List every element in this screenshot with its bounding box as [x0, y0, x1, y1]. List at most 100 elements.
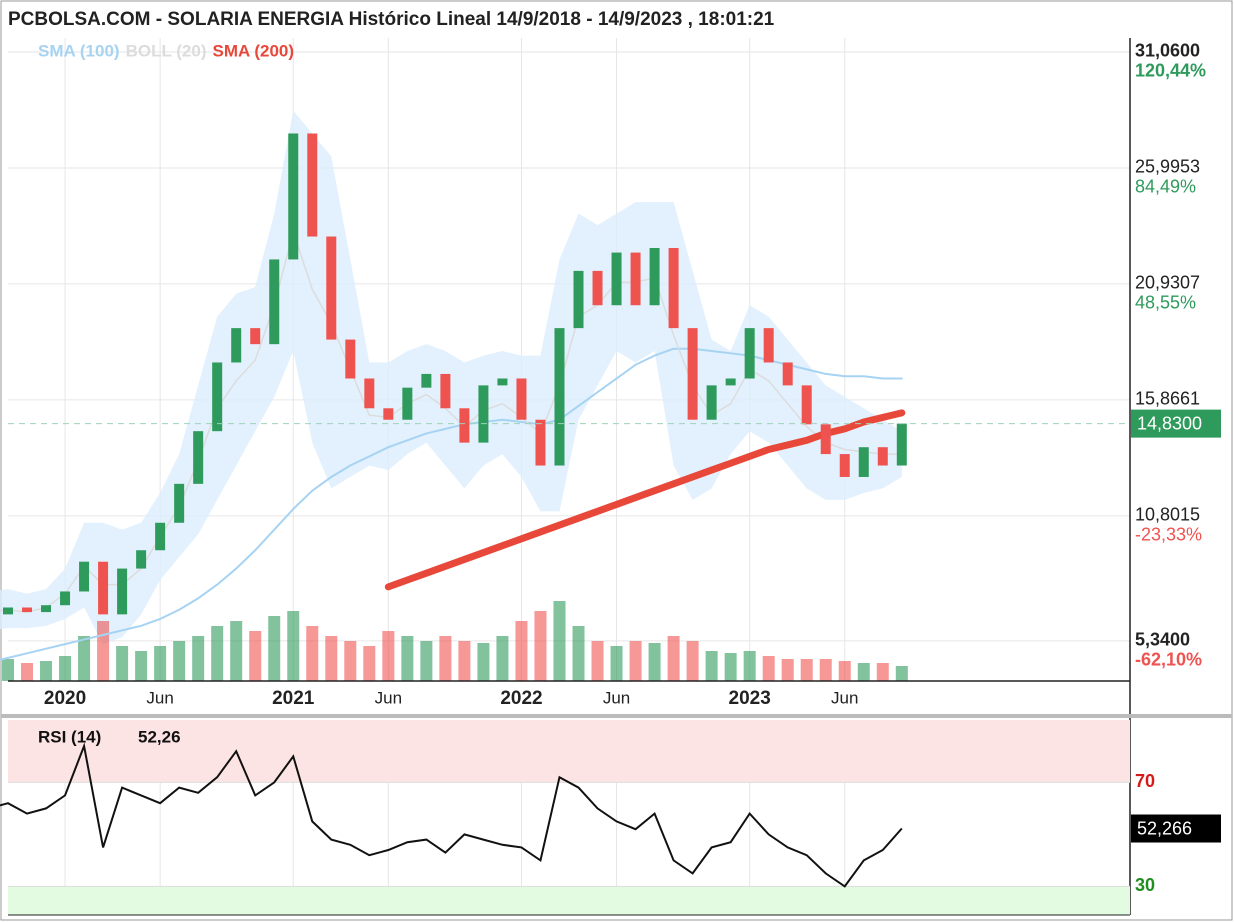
rsi-tag	[1131, 814, 1221, 843]
price-tag	[1131, 409, 1221, 438]
candle	[345, 339, 356, 379]
volume-bar	[21, 663, 34, 681]
volume-bar	[2, 659, 14, 681]
x-tick-label: 2023	[729, 688, 771, 709]
volume-bar	[344, 641, 357, 681]
rsi-tag-label: 52,266	[1137, 818, 1192, 838]
rsi-value: 52,26	[138, 727, 181, 746]
volume-bar	[895, 666, 908, 681]
y-tick-label: 31,0600	[1135, 41, 1200, 61]
y-tick-label: 25,9953	[1135, 157, 1200, 177]
candle	[79, 561, 90, 592]
volume-bar	[629, 641, 642, 681]
candle	[136, 550, 147, 569]
candle	[212, 362, 223, 432]
volume-bar	[173, 641, 186, 681]
candle	[117, 568, 128, 615]
volume-bar	[59, 656, 72, 681]
x-tick-label: Jun	[603, 688, 630, 707]
volume-bar	[800, 659, 813, 681]
volume-bar	[325, 636, 338, 681]
candle	[782, 362, 793, 386]
volume-bar	[838, 661, 851, 681]
candle	[174, 483, 185, 523]
y-tick-label: 10,8015	[1135, 505, 1200, 525]
candle	[307, 133, 318, 237]
rsi-title: RSI (14)	[38, 727, 101, 746]
candle	[611, 252, 622, 306]
price-tag-label: 14,8300	[1137, 413, 1202, 433]
volume-bar	[876, 663, 889, 681]
volume-bar	[724, 653, 737, 681]
candle	[668, 247, 679, 329]
y-tick-pct: 48,55%	[1135, 293, 1196, 313]
candle	[763, 328, 774, 363]
volume-bar	[477, 643, 490, 681]
volume-bar	[420, 641, 433, 681]
y-tick-label: 15,8661	[1135, 389, 1200, 409]
volume-bar	[363, 646, 376, 681]
volume-bar	[401, 636, 414, 681]
legend-entry: BOLL (20)	[126, 41, 207, 60]
candle	[22, 607, 33, 613]
volume-bar	[496, 636, 509, 681]
candle	[706, 385, 717, 420]
volume-bar	[648, 643, 661, 681]
candle	[421, 373, 432, 388]
y-tick-pct: 120,44%	[1135, 61, 1206, 81]
candle	[896, 423, 907, 466]
candle	[60, 591, 71, 606]
x-tick-label: 2020	[44, 688, 86, 709]
candle	[725, 378, 736, 386]
legend-entry: SMA (200)	[212, 41, 294, 60]
volume-bar	[78, 636, 91, 681]
x-tick-label: 2021	[272, 688, 315, 709]
x-tick-label: Jun	[375, 688, 402, 707]
legend-entry: SMA (100)	[38, 41, 120, 60]
candle	[687, 328, 698, 420]
volume-bar	[116, 646, 129, 681]
volume-bar	[610, 646, 623, 681]
candle	[326, 236, 337, 340]
y-tick-label: 30	[1135, 875, 1155, 895]
rsi-line	[0, 742, 903, 888]
candle	[592, 270, 603, 306]
y-tick-pct: -62,10%	[1135, 650, 1202, 670]
volume-bar	[781, 659, 794, 681]
candle	[877, 447, 888, 466]
volume-bar	[458, 641, 471, 681]
volume-bar	[40, 661, 53, 681]
chart-title: PCBOLSA.COM - SOLARIA ENERGIA Histórico …	[8, 9, 775, 30]
y-tick-pct: -23,33%	[1135, 525, 1202, 545]
candle	[573, 270, 584, 329]
bollinger-band	[0, 110, 902, 645]
candle	[440, 373, 451, 409]
candle	[858, 447, 869, 477]
volume-bar	[819, 659, 832, 681]
candle	[820, 424, 831, 455]
x-tick-label: 2022	[500, 688, 542, 709]
volume-bar	[667, 636, 680, 681]
candle	[630, 252, 641, 306]
candle	[364, 378, 375, 409]
volume-bar	[686, 641, 699, 681]
candle	[402, 387, 413, 420]
volume-bar	[192, 636, 205, 681]
volume-bar	[306, 626, 319, 681]
candle	[649, 247, 660, 306]
y-tick-label: 20,9307	[1135, 273, 1200, 293]
volume-bar	[230, 621, 243, 681]
candle	[98, 561, 109, 615]
candle	[288, 133, 299, 260]
volume-bar	[249, 631, 262, 681]
candle	[231, 328, 242, 363]
volume-bar	[534, 611, 547, 681]
y-tick-label: 70	[1135, 771, 1155, 791]
volume-bar	[705, 651, 718, 681]
candle	[839, 454, 850, 477]
volume-bar	[553, 601, 566, 681]
y-tick-pct: 84,49%	[1135, 177, 1196, 197]
candle	[155, 522, 166, 551]
volume-bar	[762, 656, 775, 681]
